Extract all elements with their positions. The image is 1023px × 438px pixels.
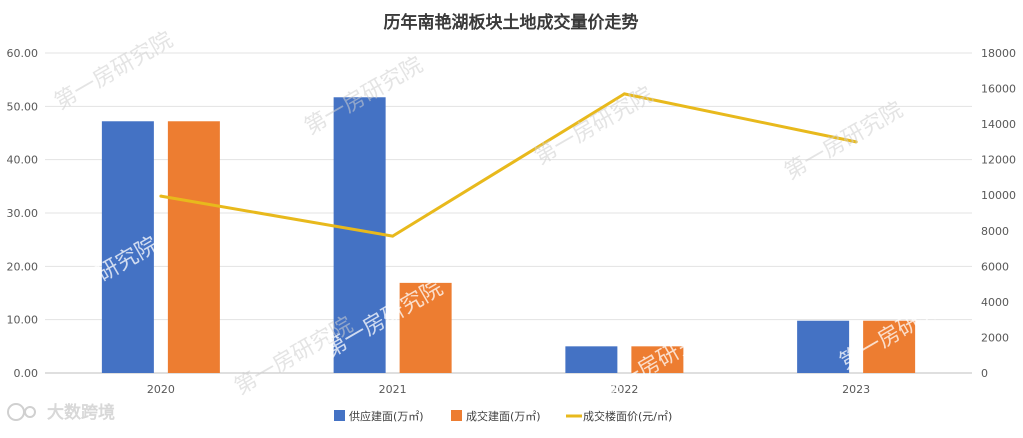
legend: 供应建面(万㎡) 成交建面(万㎡) 成交楼面价(元/㎡) (334, 409, 672, 423)
x-tick-label: 2020 (147, 383, 175, 396)
price-point-2021 (391, 234, 395, 238)
right-tick-label: 2000 (981, 331, 1009, 344)
legend-swatch (451, 410, 462, 421)
x-axis: 2020 2021 2022 2023 (147, 383, 870, 396)
legend-swatch (334, 410, 345, 421)
x-tick-label: 2023 (842, 383, 870, 396)
right-tick-label: 0 (981, 367, 988, 380)
bars (101, 97, 916, 374)
left-tick-label: 20.00 (7, 260, 39, 273)
right-tick-label: 14000 (981, 118, 1016, 131)
right-tick-label: 18000 (981, 47, 1016, 60)
brand: 大数跨境 (7, 402, 115, 423)
price-line-path (160, 92, 857, 238)
watermark: 第一房研究院 (51, 28, 178, 116)
left-tick-label: 30.00 (7, 207, 39, 220)
x-tick-label: 2021 (379, 383, 407, 396)
bar-supply-2022 (565, 346, 618, 373)
brand-logo-icon (7, 403, 36, 421)
price-point-2022 (622, 92, 626, 96)
bar-supply-2023 (797, 320, 850, 373)
left-tick-label: 40.00 (7, 154, 39, 167)
legend-label: 供应建面(万㎡) (349, 409, 424, 423)
right-axis: 0 2000 4000 6000 8000 10000 12000 14000 16000 180… (981, 47, 1016, 380)
bar-deal-2023 (863, 320, 916, 373)
right-tick-label: 8000 (981, 225, 1009, 238)
watermark: 第一房研究院 (531, 83, 658, 171)
right-tick-label: 16000 (981, 83, 1016, 96)
bar-deal-2022 (631, 346, 684, 373)
right-tick-label: 10000 (981, 189, 1016, 202)
brand-text: 大数跨境 (47, 402, 115, 423)
legend-label: 成交建面(万㎡) (466, 409, 541, 423)
bar-deal-2020 (167, 121, 220, 374)
price-line (159, 92, 858, 238)
chart-title: 历年南艳湖板块土地成交量价走势 (384, 12, 639, 33)
bar-supply-2020 (101, 121, 154, 374)
price-point-2020 (159, 194, 163, 198)
price-point-2023 (854, 140, 858, 144)
right-tick-label: 4000 (981, 296, 1009, 309)
left-tick-label: 50.00 (7, 100, 39, 113)
left-tick-label: 60.00 (7, 47, 39, 60)
bar-supply-2021 (333, 97, 386, 374)
watermark: 第一房研究院 (781, 98, 908, 186)
left-tick-label: 10.00 (7, 314, 39, 327)
right-tick-label: 6000 (981, 260, 1009, 273)
bar-deal-2021 (399, 282, 452, 373)
left-tick-label: 0.00 (14, 367, 39, 380)
legend-label: 成交楼面价(元/㎡) (583, 409, 672, 423)
left-axis: 0.00 10.00 20.00 30.00 40.00 50.00 60.00 (7, 47, 39, 380)
right-tick-label: 12000 (981, 154, 1016, 167)
x-tick-label: 2022 (610, 383, 638, 396)
